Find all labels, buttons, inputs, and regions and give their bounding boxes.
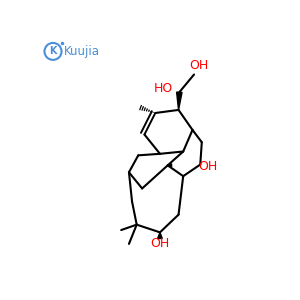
Text: OH: OH bbox=[150, 237, 170, 250]
Text: Kuujia: Kuujia bbox=[64, 45, 100, 58]
Text: OH: OH bbox=[189, 59, 208, 72]
Text: HO: HO bbox=[153, 82, 173, 95]
Text: K: K bbox=[49, 46, 57, 56]
Polygon shape bbox=[158, 232, 162, 239]
Polygon shape bbox=[177, 92, 182, 110]
Polygon shape bbox=[168, 164, 172, 167]
Text: OH: OH bbox=[199, 160, 218, 173]
